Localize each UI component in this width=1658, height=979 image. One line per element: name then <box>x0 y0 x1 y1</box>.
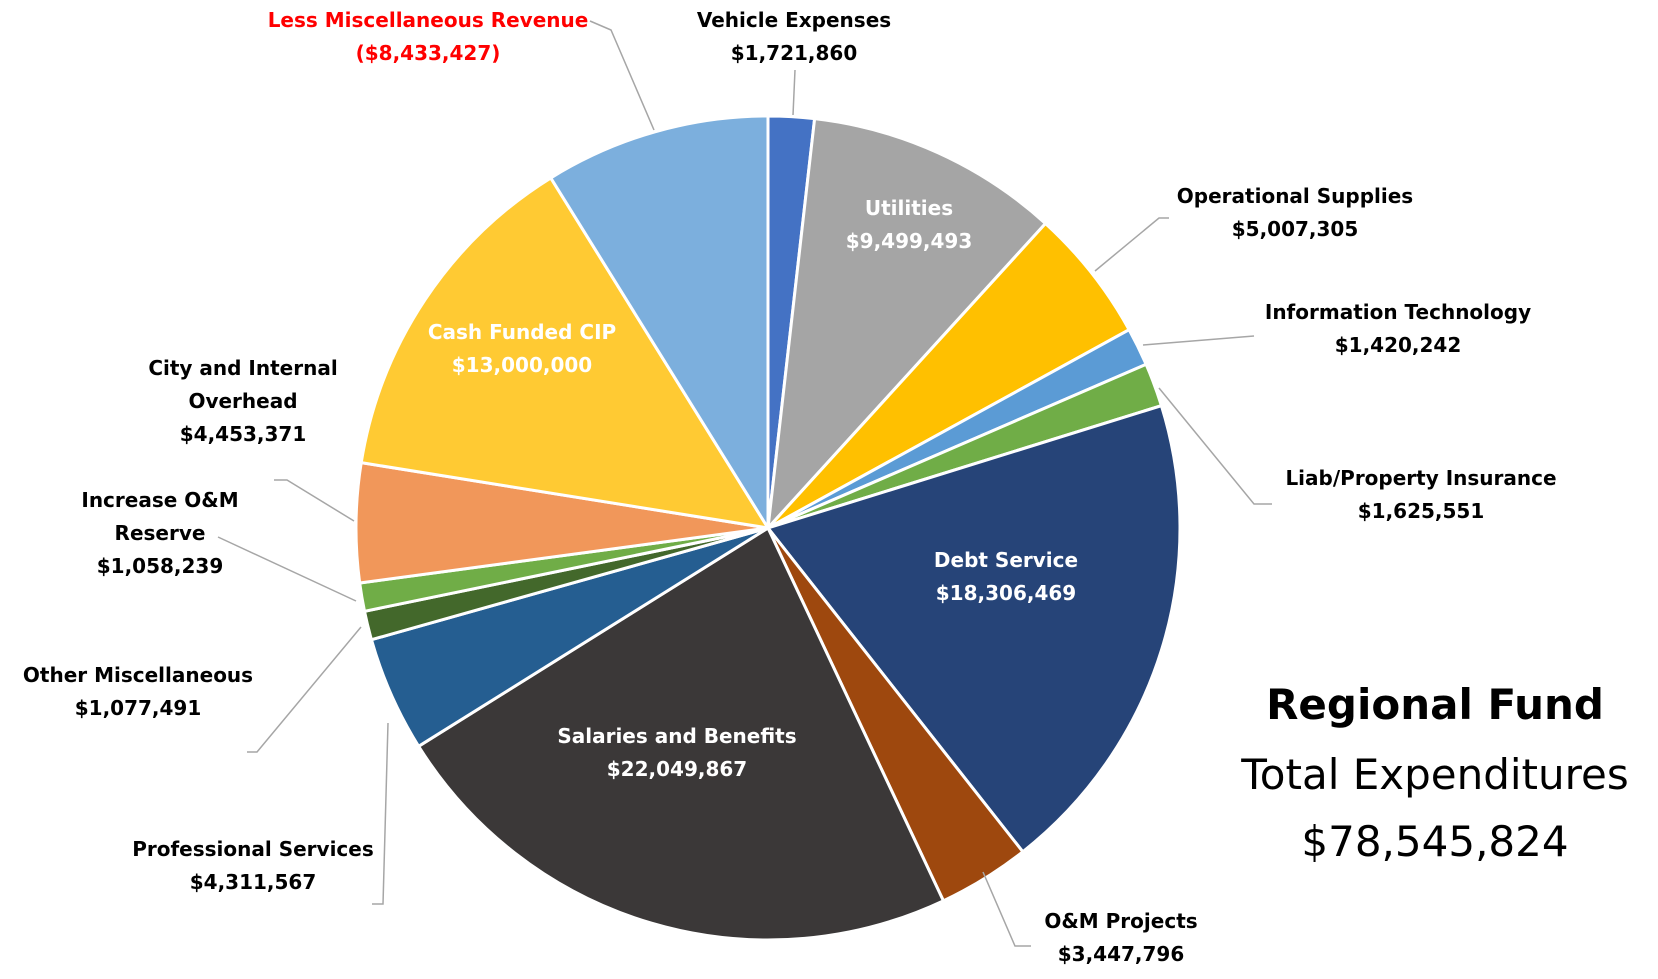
data-label: City and Internal Overhead $4,453,371 <box>128 352 358 451</box>
category-label: Salaries and Benefits <box>557 724 797 748</box>
data-label: Other Miscellaneous $1,077,491 <box>0 659 278 725</box>
pie-slice <box>765 403 1182 854</box>
leader-line <box>1142 335 1255 346</box>
category-label: Professional Services <box>132 837 374 861</box>
category-label: O&M Projects <box>1044 909 1198 933</box>
category-label: City and Internal Overhead <box>148 356 338 413</box>
value-label: $1,625,551 <box>1357 499 1485 523</box>
data-label: O&M Projects $3,447,796 <box>1011 905 1231 971</box>
data-label: Salaries and Benefits $22,049,867 <box>527 720 827 786</box>
value-label: $4,453,371 <box>179 422 307 446</box>
category-label: Other Miscellaneous <box>22 663 254 687</box>
value-label: $9,499,493 <box>845 229 973 253</box>
leader-line <box>982 871 1031 947</box>
pie-slice <box>548 114 770 534</box>
data-label: Liab/Property Insurance $1,625,551 <box>1251 462 1591 528</box>
leader-line <box>792 69 796 116</box>
category-label: Vehicle Expenses <box>696 8 892 32</box>
leader-line <box>247 626 362 753</box>
pie-slice <box>359 175 772 531</box>
pie-slice <box>766 221 1132 530</box>
data-label: Utilities $9,499,493 <box>789 192 1029 258</box>
category-label: Cash Funded CIP <box>427 320 617 344</box>
value-label: $3,447,796 <box>1057 942 1185 966</box>
data-label: Debt Service $18,306,469 <box>886 544 1126 610</box>
category-label: Debt Service <box>933 548 1079 572</box>
data-label: Vehicle Expenses $1,721,860 <box>664 4 924 70</box>
value-label: $1,058,239 <box>96 554 224 578</box>
data-label: Professional Services $4,311,567 <box>103 833 403 899</box>
data-label: Increase O&M Reserve $1,058,239 <box>60 484 260 583</box>
category-label: Operational Supplies <box>1176 184 1414 208</box>
value-label: $18,306,469 <box>935 581 1077 605</box>
data-label: Information Technology $1,420,242 <box>1238 296 1558 362</box>
value-label: $1,077,491 <box>74 696 202 720</box>
data-label: Operational Supplies $5,007,305 <box>1145 180 1445 246</box>
leader-line <box>217 536 357 602</box>
leader-line <box>589 20 655 131</box>
value-label: $1,420,242 <box>1334 333 1462 357</box>
category-label: Less Miscellaneous Revenue <box>267 8 589 32</box>
category-label: Increase O&M Reserve <box>81 488 239 545</box>
leader-line <box>274 479 355 522</box>
data-label: Cash Funded CIP $13,000,000 <box>392 316 652 382</box>
pie-slice <box>765 116 1048 533</box>
value-label: $4,311,567 <box>189 870 317 894</box>
category-label: Information Technology <box>1264 300 1532 324</box>
annotation-total: $78,545,824 <box>1301 817 1569 866</box>
value-label: ($8,433,427) <box>355 41 501 65</box>
slices <box>354 114 1182 942</box>
leader-lines <box>217 20 1272 947</box>
leader-line <box>372 722 389 905</box>
annotation-subtitle: Total Expenditures <box>1241 750 1629 799</box>
leader-line <box>1158 387 1272 505</box>
annotation-title: Regional Fund <box>1266 680 1604 729</box>
leader-line <box>1094 217 1169 272</box>
value-label: $1,721,860 <box>730 41 858 65</box>
data-label: Less Miscellaneous Revenue ($8,433,427) <box>248 4 608 70</box>
value-label: $13,000,000 <box>451 353 593 377</box>
category-label: Utilities <box>864 196 954 220</box>
value-label: $5,007,305 <box>1231 217 1359 241</box>
value-label: $22,049,867 <box>606 757 748 781</box>
category-label: Liab/Property Insurance <box>1285 466 1557 490</box>
pie-slice <box>416 525 946 942</box>
